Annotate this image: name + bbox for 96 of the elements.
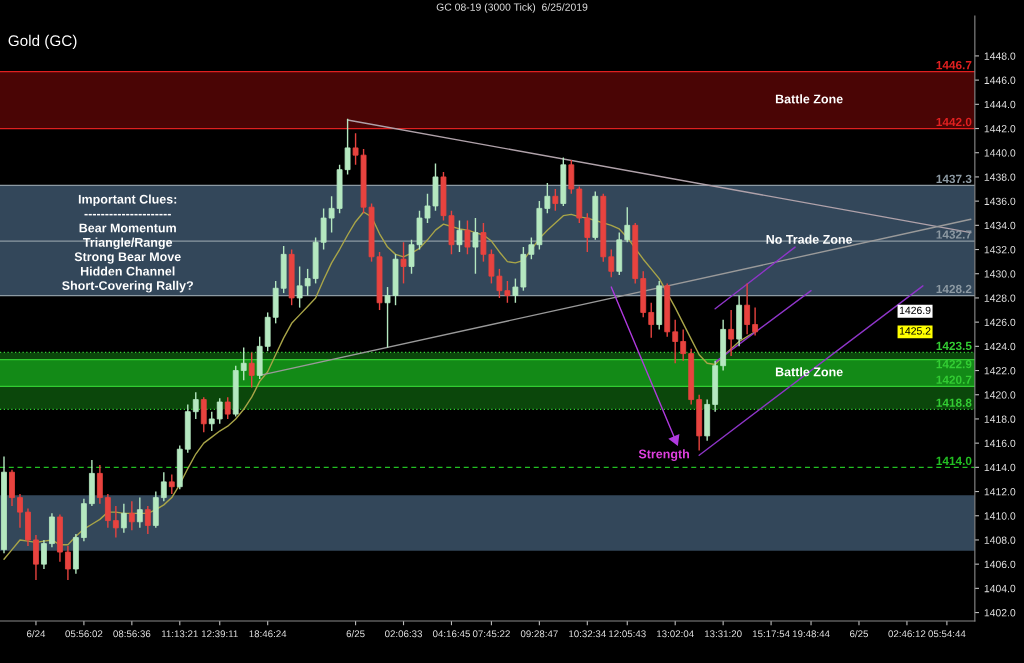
x-tick-label: 05:56:02 xyxy=(65,630,103,638)
x-tick-label: 18:46:24 xyxy=(249,630,287,638)
x-tick-label: 05:54:44 xyxy=(928,630,966,638)
y-tick-label: 1428.0 xyxy=(984,294,1016,302)
chart-title: GC 08-19 (3000 Tick) 6/25/2019 xyxy=(436,3,588,13)
candlestick xyxy=(41,539,47,570)
y-tick-label: 1448.0 xyxy=(984,52,1016,60)
y-tick-label: 1446.0 xyxy=(984,76,1016,84)
candlestick xyxy=(104,493,111,529)
band-label: No Trade Zone xyxy=(766,234,853,244)
y-tick-label: 1416.0 xyxy=(984,439,1016,448)
candlestick xyxy=(608,248,615,279)
annotation: 1426.9 xyxy=(899,306,931,315)
candlestick xyxy=(248,351,255,389)
x-tick-label: 13:31:20 xyxy=(704,630,742,638)
candlestick xyxy=(552,188,559,212)
x-tick-label: 07:45:22 xyxy=(472,630,510,638)
annotation: Strength xyxy=(638,449,690,461)
y-tick-label: 1404.0 xyxy=(984,584,1016,593)
y-tick-label: 1424.0 xyxy=(984,342,1016,351)
candlestick xyxy=(752,306,758,337)
candlestick xyxy=(680,328,687,362)
y-tick-label: 1406.0 xyxy=(984,560,1016,569)
ref-line-label: 1428.2 xyxy=(936,284,972,294)
candlestick xyxy=(544,182,551,214)
y-tick-label: 1444.0 xyxy=(984,100,1016,109)
candlestick xyxy=(208,410,215,432)
y-tick-label: 1436.0 xyxy=(984,197,1016,205)
y-tick-label: 1412.0 xyxy=(984,488,1016,496)
text: Gold (GC) xyxy=(8,34,77,50)
y-tick-label: 1418.0 xyxy=(984,415,1016,423)
ref-line-label: 1423.5 xyxy=(936,341,972,351)
candlestick xyxy=(224,396,231,420)
ref-line-label: 1418.8 xyxy=(936,398,972,407)
y-tick-label: 1430.0 xyxy=(984,270,1016,278)
ref-line-label: 1432.7 xyxy=(936,230,972,239)
candlestick xyxy=(400,241,407,285)
candlestick xyxy=(128,500,135,531)
candlestick xyxy=(17,493,23,529)
x-tick-label: 19:48:44 xyxy=(792,630,830,638)
candlestick xyxy=(120,502,127,534)
ref-line-label: 1422.9 xyxy=(936,359,972,369)
x-tick-label: 11:13:21 xyxy=(161,630,198,638)
ref-line-label: 1414.0 xyxy=(936,456,972,466)
candlestick xyxy=(584,212,591,253)
x-tick-label: 12:05:43 xyxy=(609,630,646,638)
x-tick-label: 15:17:54 xyxy=(752,630,790,638)
ref-line-label: 1437.3 xyxy=(936,174,972,184)
y-tick-label: 1432.0 xyxy=(984,246,1016,254)
ref-line-label: 1442.0 xyxy=(936,117,972,127)
x-tick-label: 6/25 xyxy=(850,630,869,638)
x-tick-label: 08:56:36 xyxy=(113,630,151,638)
x-tick-label: 09:28:47 xyxy=(520,630,558,638)
candlestick xyxy=(728,309,735,357)
candlestick xyxy=(456,219,463,253)
annotation: 1425.2 xyxy=(899,327,931,335)
band-label: Battle Zone xyxy=(775,94,843,104)
x-tick-label: 12:39:11 xyxy=(201,630,238,638)
x-tick-label: 13:02:04 xyxy=(657,630,694,638)
y-tick-label: 1440.0 xyxy=(984,149,1016,157)
candlestick xyxy=(65,545,71,581)
x-tick-label: 6/24 xyxy=(26,630,46,638)
candlestick xyxy=(624,206,631,243)
candlestick xyxy=(192,391,199,420)
candlestick xyxy=(136,496,143,529)
candlestick xyxy=(160,471,167,502)
candlestick xyxy=(472,217,479,275)
y-tick-label: 1414.0 xyxy=(984,463,1016,472)
x-tick-label: 02:06:33 xyxy=(384,630,423,638)
candlestick xyxy=(672,319,679,364)
x-tick-label: 10:32:34 xyxy=(569,630,606,638)
candlestick xyxy=(744,282,751,335)
y-tick-label: 1420.0 xyxy=(984,391,1016,399)
candlestick xyxy=(296,265,303,309)
candlestick xyxy=(648,302,655,339)
annotation: Important Clues: --------------------- Bear Momentum Triangle/Range Strong Bear Move Hidden Channel Short-Covering Rally? xyxy=(62,194,193,293)
ref-line-label: 1446.7 xyxy=(936,60,972,70)
ref-line-label: 1420.7 xyxy=(936,375,972,384)
x-tick-label: 02:46:12 xyxy=(888,630,926,638)
y-tick-label: 1422.0 xyxy=(984,367,1016,375)
candlestick xyxy=(144,505,151,535)
y-tick-label: 1408.0 xyxy=(984,536,1016,544)
candlestick xyxy=(112,505,119,539)
y-tick-label: 1426.0 xyxy=(984,318,1016,327)
candlestick xyxy=(240,346,247,381)
x-tick-label: 04:16:45 xyxy=(432,630,470,638)
y-tick-label: 1402.0 xyxy=(984,609,1016,617)
y-tick-label: 1410.0 xyxy=(984,512,1016,520)
y-tick-label: 1434.0 xyxy=(984,221,1016,230)
x-tick-label: 6/25 xyxy=(346,630,365,638)
band-label: Battle Zone xyxy=(775,367,843,377)
candlestick xyxy=(464,219,471,256)
y-tick-label: 1442.0 xyxy=(984,125,1016,133)
candlestick xyxy=(216,397,223,425)
y-tick-label: 1438.0 xyxy=(984,173,1016,181)
candlestick xyxy=(168,473,175,495)
